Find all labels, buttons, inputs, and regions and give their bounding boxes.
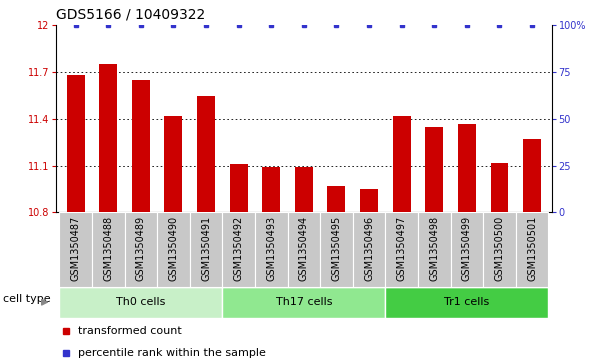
Bar [327,186,345,212]
Text: GSM1350493: GSM1350493 [266,216,276,281]
Bar [393,116,411,212]
Bar [385,287,548,318]
Text: Tr1 cells: Tr1 cells [444,297,490,307]
Bar [458,123,476,212]
Text: GSM1350490: GSM1350490 [168,216,178,281]
Bar [132,80,150,212]
Bar [60,212,92,287]
Text: transformed count: transformed count [78,326,182,336]
Bar [483,212,516,287]
Text: GSM1350500: GSM1350500 [494,216,504,281]
Bar [490,163,509,212]
Text: Th17 cells: Th17 cells [276,297,332,307]
Bar [353,212,385,287]
Bar [385,212,418,287]
Text: cell type: cell type [3,294,50,304]
Text: GSM1350498: GSM1350498 [430,216,440,281]
Bar [451,212,483,287]
Text: GSM1350487: GSM1350487 [71,216,81,281]
Bar [295,167,313,212]
Bar [190,212,222,287]
Bar [165,116,182,212]
Text: GDS5166 / 10409322: GDS5166 / 10409322 [56,8,205,21]
Text: GSM1350491: GSM1350491 [201,216,211,281]
Bar [418,212,451,287]
Bar [197,95,215,212]
Text: GSM1350489: GSM1350489 [136,216,146,281]
Text: GSM1350501: GSM1350501 [527,216,537,281]
Bar [230,164,248,212]
Text: GSM1350497: GSM1350497 [396,216,407,281]
Bar [99,64,117,212]
Bar [124,212,157,287]
Text: GSM1350495: GSM1350495 [332,216,342,281]
Text: GSM1350496: GSM1350496 [364,216,374,281]
Text: GSM1350488: GSM1350488 [103,216,113,281]
Bar [425,127,443,212]
Text: GSM1350499: GSM1350499 [462,216,472,281]
Bar [222,287,385,318]
Bar [320,212,353,287]
Bar [263,167,280,212]
Bar [516,212,548,287]
Bar [60,287,222,318]
Text: percentile rank within the sample: percentile rank within the sample [78,348,266,358]
Bar [92,212,124,287]
Bar [360,189,378,212]
Text: Th0 cells: Th0 cells [116,297,166,307]
Bar [255,212,287,287]
Bar [222,212,255,287]
Bar [287,212,320,287]
Text: GSM1350494: GSM1350494 [299,216,309,281]
Bar [67,75,84,212]
Bar [523,139,541,212]
Text: GSM1350492: GSM1350492 [234,216,244,281]
Bar [157,212,190,287]
